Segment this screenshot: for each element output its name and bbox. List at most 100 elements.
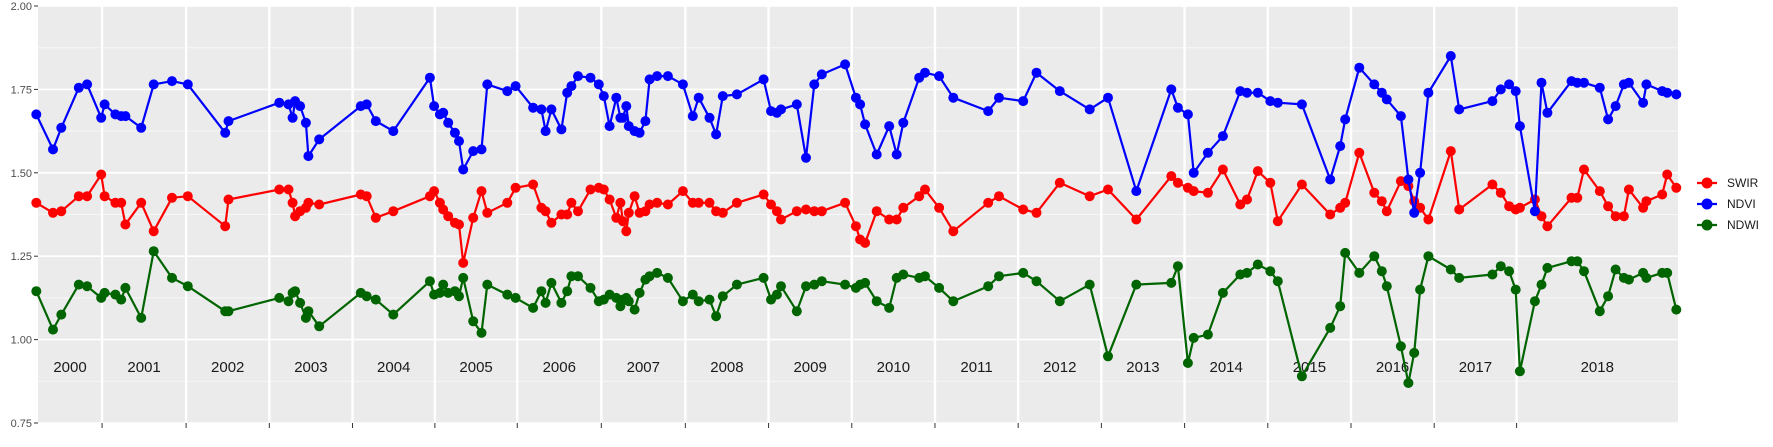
data-point bbox=[167, 272, 177, 283]
data-point bbox=[717, 91, 728, 102]
data-point bbox=[300, 117, 311, 128]
data-point bbox=[585, 184, 596, 195]
data-point bbox=[1542, 221, 1553, 232]
data-point bbox=[1487, 179, 1498, 190]
data-point bbox=[510, 182, 521, 193]
year-label: 2012 bbox=[1043, 359, 1076, 376]
data-point bbox=[1618, 211, 1629, 222]
data-point bbox=[370, 294, 381, 305]
data-point bbox=[1131, 279, 1142, 290]
year-labels: 2000 2001 2002 2003 2004 2005 2006 2007 2008 2009… bbox=[53, 359, 1614, 376]
data-point bbox=[1242, 87, 1252, 98]
data-point bbox=[1340, 197, 1351, 208]
data-point bbox=[314, 199, 325, 210]
year-label: 2004 bbox=[377, 359, 410, 376]
data-point bbox=[611, 92, 622, 103]
data-point bbox=[1182, 109, 1193, 120]
data-point bbox=[1662, 169, 1673, 180]
year-label: 2006 bbox=[543, 359, 576, 376]
data-point bbox=[585, 72, 596, 83]
data-point bbox=[840, 197, 851, 208]
data-point bbox=[1423, 251, 1434, 262]
data-point bbox=[388, 206, 399, 217]
data-point bbox=[1514, 202, 1525, 213]
data-point bbox=[693, 92, 704, 103]
grid-lines bbox=[38, 5, 1678, 424]
data-point bbox=[1445, 264, 1456, 275]
data-point bbox=[994, 191, 1004, 202]
data-point bbox=[791, 206, 802, 217]
data-point bbox=[1671, 304, 1682, 315]
data-point bbox=[1603, 201, 1614, 212]
data-point bbox=[623, 296, 634, 307]
data-point bbox=[644, 199, 655, 210]
data-point bbox=[593, 79, 604, 90]
data-point bbox=[693, 296, 704, 307]
data-point bbox=[540, 206, 551, 217]
data-point bbox=[148, 226, 159, 237]
data-point bbox=[136, 197, 147, 208]
data-point bbox=[816, 69, 827, 80]
data-point bbox=[1252, 259, 1263, 270]
data-point bbox=[148, 246, 159, 257]
data-point bbox=[1529, 296, 1540, 307]
data-point bbox=[223, 194, 234, 205]
data-point bbox=[458, 272, 469, 283]
data-point bbox=[1018, 96, 1029, 107]
year-label: 2000 bbox=[53, 359, 86, 376]
data-point bbox=[771, 206, 782, 217]
data-point bbox=[1510, 284, 1521, 295]
data-point bbox=[287, 197, 298, 208]
data-point bbox=[898, 117, 909, 128]
data-point bbox=[1594, 82, 1605, 93]
data-point bbox=[652, 71, 663, 82]
data-point bbox=[99, 287, 110, 298]
y-tick-label: 1.00 bbox=[11, 335, 32, 347]
data-point bbox=[717, 207, 728, 218]
data-point bbox=[629, 304, 640, 315]
data-point bbox=[766, 199, 776, 210]
data-point bbox=[1542, 262, 1553, 273]
data-point bbox=[96, 169, 107, 180]
data-point bbox=[73, 279, 84, 290]
data-point bbox=[120, 282, 131, 293]
data-point bbox=[31, 109, 42, 120]
year-label: 2001 bbox=[127, 359, 160, 376]
data-point bbox=[884, 214, 895, 225]
data-point bbox=[182, 79, 193, 90]
data-point bbox=[1623, 77, 1634, 88]
data-point bbox=[361, 191, 372, 202]
data-point bbox=[652, 197, 663, 208]
data-point bbox=[1252, 166, 1263, 177]
data-point bbox=[274, 97, 285, 108]
data-point bbox=[809, 79, 820, 90]
data-point bbox=[443, 211, 454, 222]
data-point bbox=[1662, 267, 1673, 278]
data-point bbox=[860, 277, 871, 288]
data-point bbox=[948, 92, 959, 103]
data-point bbox=[771, 289, 782, 300]
data-point bbox=[96, 112, 107, 123]
data-point bbox=[871, 296, 882, 307]
data-point bbox=[816, 276, 827, 287]
data-point bbox=[1445, 146, 1456, 157]
data-point bbox=[562, 209, 573, 220]
legend-key-point bbox=[1701, 177, 1713, 189]
data-point bbox=[704, 112, 715, 123]
data-point bbox=[662, 272, 673, 283]
data-point bbox=[502, 289, 513, 300]
data-point bbox=[370, 116, 381, 127]
year-label: 2003 bbox=[294, 359, 327, 376]
data-point bbox=[220, 221, 231, 232]
data-point bbox=[1265, 96, 1276, 107]
data-point bbox=[167, 192, 177, 203]
data-point bbox=[476, 327, 487, 338]
data-point bbox=[884, 121, 895, 132]
data-point bbox=[476, 144, 487, 155]
y-tick-label: 1.25 bbox=[11, 251, 32, 263]
data-point bbox=[468, 316, 479, 327]
data-point bbox=[48, 144, 58, 155]
data-point bbox=[1335, 301, 1346, 312]
data-point bbox=[502, 197, 513, 208]
data-point bbox=[536, 286, 547, 297]
